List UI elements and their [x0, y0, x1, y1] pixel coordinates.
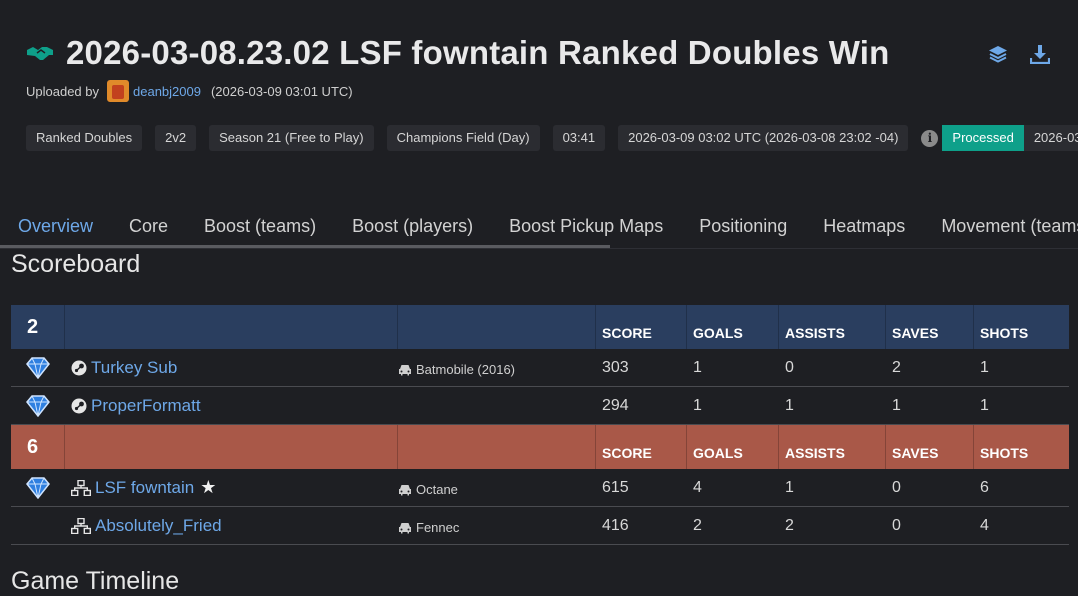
column-header-shots[interactable]: SHOTS — [980, 325, 1029, 341]
column-header-score[interactable]: SCORE — [596, 425, 687, 469]
table-row: ProperFormatt 294 1 1 1 1 — [11, 387, 1069, 425]
car-icon — [399, 522, 411, 533]
shots-value: 4 — [980, 516, 989, 534]
date-badge: 2026-03-09 03:02 UTC (2026-03-08 23:02 -… — [618, 125, 909, 151]
season-badge: Season 21 (Free to Play) — [209, 125, 374, 151]
car-name: Batmobile (2016) — [416, 362, 515, 377]
tab-overview[interactable]: Overview — [0, 206, 112, 248]
column-header-goals[interactable]: GOALS — [687, 305, 779, 349]
upload-time: (2026-03-09 03:01 UTC) — [210, 83, 353, 99]
status-badge: Processed — [942, 125, 1024, 151]
scoreboard-title: Scoreboard — [11, 250, 141, 278]
avatar[interactable] — [107, 80, 129, 102]
replay-header: 2026-03-08.23.02 LSF fowntain Ranked Dou… — [0, 0, 1078, 180]
diamond-rank-icon — [26, 356, 50, 379]
score-value: 416 — [602, 516, 629, 534]
tab-positioning[interactable]: Positioning — [699, 216, 788, 236]
steam-icon — [71, 398, 87, 413]
goals-value: 1 — [693, 358, 702, 376]
network-icon — [71, 479, 91, 496]
page-title: 2026-03-08.23.02 LSF fowntain Ranked Dou… — [66, 34, 890, 71]
assists-value: 1 — [785, 478, 794, 496]
goals-value: 1 — [693, 396, 702, 414]
top-actions — [988, 44, 1050, 64]
car-name: Octane — [416, 482, 458, 497]
tab-heatmaps[interactable]: Heatmaps — [823, 216, 906, 236]
steam-icon — [71, 360, 87, 375]
column-header-assists[interactable]: ASSISTS — [779, 305, 886, 349]
car-name: Fennec — [416, 520, 460, 535]
uploaded-by-label: Uploaded by — [26, 83, 99, 99]
map-badge: Champions Field (Day) — [386, 125, 540, 151]
score-value: 615 — [602, 478, 629, 496]
car-icon — [399, 364, 411, 375]
column-header-saves[interactable]: SAVES — [886, 425, 974, 469]
layers-icon[interactable] — [988, 44, 1008, 64]
assists-value: 1 — [785, 396, 794, 414]
goals-value: 2 — [693, 516, 702, 534]
download-icon[interactable] — [1030, 44, 1050, 64]
team-header-blue: 2 SCORE GOALS ASSISTS SAVES SHOTS — [11, 305, 1069, 349]
tab-movement-teams[interactable]: Movement (teams) — [941, 216, 1078, 236]
shots-value: 1 — [980, 396, 989, 414]
tab-boost-teams[interactable]: Boost (teams) — [204, 216, 317, 236]
shots-value: 1 — [980, 358, 989, 376]
score-value: 303 — [602, 358, 629, 376]
player-name-link[interactable]: Turkey Sub — [91, 357, 178, 377]
team-size-badge: 2v2 — [155, 125, 197, 151]
score-value: 294 — [602, 396, 629, 414]
duration-badge: 03:41 — [552, 125, 606, 151]
team-goals: 2 — [11, 305, 65, 349]
tab-boost-players[interactable]: Boost (players) — [352, 216, 474, 236]
column-header-shots[interactable]: SHOTS — [980, 445, 1029, 461]
table-row: Absolutely_Fried Fennec 416 2 2 0 4 — [11, 507, 1069, 545]
tab-scrollbar[interactable] — [0, 245, 610, 248]
tab-core[interactable]: Core — [129, 216, 169, 236]
saves-value: 2 — [892, 358, 901, 376]
goals-value: 4 — [693, 478, 702, 496]
game-timeline-title: Game Timeline — [11, 567, 180, 595]
uploader-link[interactable]: deanbj2009 — [133, 83, 201, 99]
replay-badges: Ranked Doubles 2v2 Season 21 (Free to Pl… — [26, 125, 1078, 151]
assists-value: 2 — [785, 516, 794, 534]
team-goals: 6 — [11, 425, 65, 469]
saves-value: 1 — [892, 396, 901, 414]
saves-value: 0 — [892, 516, 901, 534]
column-header-saves[interactable]: SAVES — [886, 305, 974, 349]
title-row: 2026-03-08.23.02 LSF fowntain Ranked Dou… — [26, 34, 890, 72]
scoreboard-table: 2 SCORE GOALS ASSISTS SAVES SHOTS Turkey… — [11, 305, 1069, 545]
assists-value: 0 — [785, 358, 794, 376]
column-header-goals[interactable]: GOALS — [687, 425, 779, 469]
processed-date-badge: 2026-03- — [1023, 125, 1078, 151]
table-row: LSF fowntain ★ Octane 615 4 1 0 6 — [11, 469, 1069, 507]
diamond-rank-icon — [26, 394, 50, 417]
playlist-badge: Ranked Doubles — [26, 125, 143, 151]
tab-boost-pickup-maps[interactable]: Boost Pickup Maps — [509, 216, 664, 236]
handshake-icon — [27, 47, 53, 60]
car-icon — [399, 484, 411, 495]
team-header-orange: 6 SCORE GOALS ASSISTS SAVES SHOTS — [11, 425, 1069, 469]
player-name-link[interactable]: LSF fowntain — [95, 477, 195, 497]
network-icon — [71, 517, 91, 534]
shots-value: 6 — [980, 478, 989, 496]
upload-info: Uploaded by deanbj2009 (2026-03-09 03:01… — [26, 80, 353, 102]
tab-bar: Overview Core Boost (teams) Boost (playe… — [0, 206, 1078, 249]
diamond-rank-icon — [26, 476, 50, 499]
player-name-link[interactable]: Absolutely_Fried — [95, 515, 222, 535]
saves-value: 0 — [892, 478, 901, 496]
table-row: Turkey Sub Batmobile (2016) 303 1 0 2 1 — [11, 349, 1069, 387]
column-header-score[interactable]: SCORE — [596, 305, 687, 349]
column-header-assists[interactable]: ASSISTS — [779, 425, 886, 469]
player-name-link[interactable]: ProperFormatt — [91, 395, 201, 415]
info-icon[interactable]: i — [921, 129, 939, 147]
mvp-star-icon: ★ — [200, 477, 217, 497]
